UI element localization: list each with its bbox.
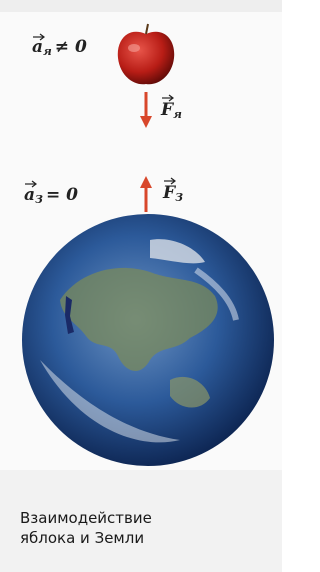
subscript: З (175, 191, 183, 204)
earth-acceleration-label: aЗ= 0 (24, 181, 78, 206)
caption-line: Взаимодействие (20, 509, 152, 527)
symbol: a (32, 37, 43, 57)
svg-text:aЗ= 0: aЗ= 0 (24, 185, 78, 206)
caption-line: яблока и Земли (20, 529, 144, 547)
symbol: a (24, 185, 35, 205)
subscript: З (35, 193, 43, 206)
subscript: я (43, 45, 52, 58)
svg-text:aя≠ 0: aя≠ 0 (32, 37, 87, 58)
figure: aя≠ 0 Fя FЗ aЗ= 0 Взаимодействие яблока (0, 0, 282, 572)
relation: = 0 (46, 185, 78, 205)
subscript: я (173, 108, 182, 121)
apple-acceleration-label: aя≠ 0 (32, 34, 87, 58)
top-strip (0, 0, 282, 12)
earth (22, 214, 274, 466)
relation: ≠ 0 (55, 37, 87, 57)
